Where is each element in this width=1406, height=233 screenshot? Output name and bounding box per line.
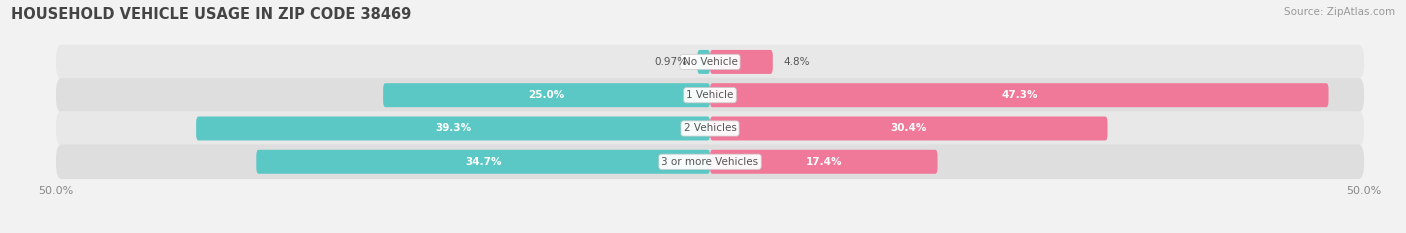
FancyBboxPatch shape — [56, 144, 1364, 179]
Text: 47.3%: 47.3% — [1001, 90, 1038, 100]
Text: 39.3%: 39.3% — [434, 123, 471, 134]
FancyBboxPatch shape — [697, 50, 710, 74]
FancyBboxPatch shape — [56, 111, 1364, 146]
FancyBboxPatch shape — [710, 83, 1329, 107]
Text: 2 Vehicles: 2 Vehicles — [683, 123, 737, 134]
Text: HOUSEHOLD VEHICLE USAGE IN ZIP CODE 38469: HOUSEHOLD VEHICLE USAGE IN ZIP CODE 3846… — [11, 7, 412, 22]
FancyBboxPatch shape — [382, 83, 710, 107]
FancyBboxPatch shape — [56, 45, 1364, 79]
FancyBboxPatch shape — [56, 78, 1364, 113]
FancyBboxPatch shape — [197, 116, 710, 140]
Text: 30.4%: 30.4% — [890, 123, 927, 134]
Text: 34.7%: 34.7% — [465, 157, 502, 167]
Text: 25.0%: 25.0% — [529, 90, 565, 100]
Text: 0.97%: 0.97% — [654, 57, 688, 67]
FancyBboxPatch shape — [256, 150, 710, 174]
FancyBboxPatch shape — [710, 50, 773, 74]
Text: 17.4%: 17.4% — [806, 157, 842, 167]
FancyBboxPatch shape — [710, 116, 1108, 140]
FancyBboxPatch shape — [710, 150, 938, 174]
Text: 4.8%: 4.8% — [783, 57, 810, 67]
Text: 1 Vehicle: 1 Vehicle — [686, 90, 734, 100]
Text: Source: ZipAtlas.com: Source: ZipAtlas.com — [1284, 7, 1395, 17]
Text: No Vehicle: No Vehicle — [682, 57, 738, 67]
Text: 3 or more Vehicles: 3 or more Vehicles — [661, 157, 759, 167]
